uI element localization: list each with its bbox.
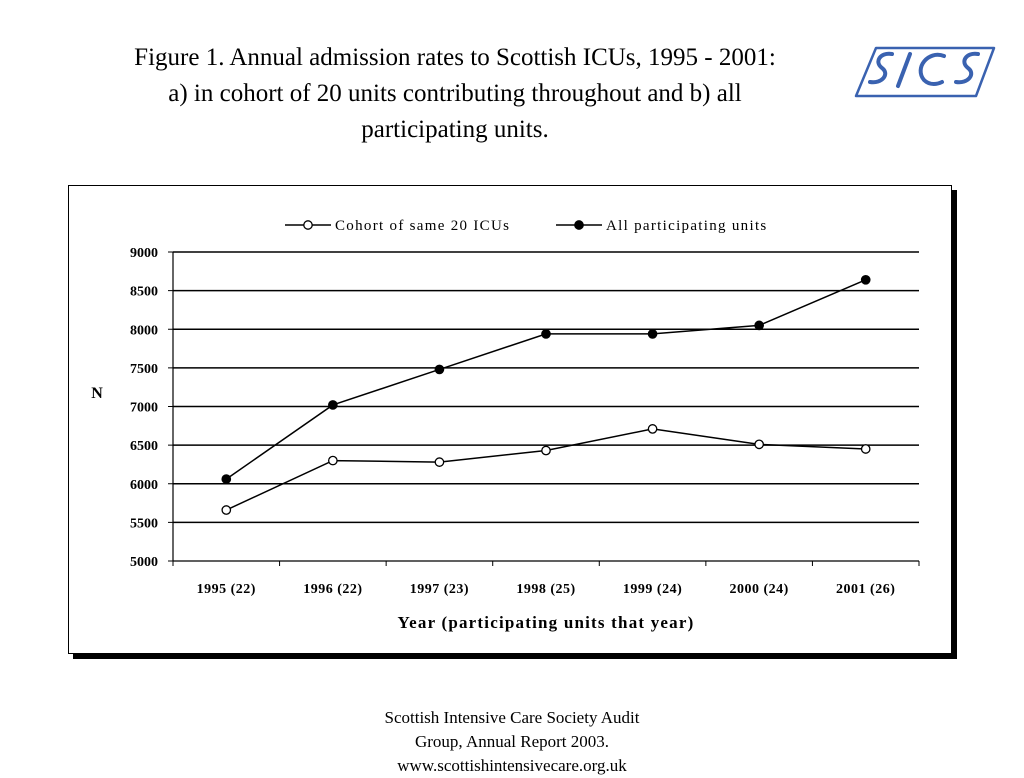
x-tick-label: 1996 (22) bbox=[303, 582, 362, 597]
axis-layer: 9000 8500 8000 7500 7000 6500 6000 5500 5000 1995… bbox=[130, 246, 920, 597]
y-tick-label: 8000 bbox=[130, 323, 158, 338]
series-2-point-1998 bbox=[541, 329, 551, 339]
title-line-2: a) in cohort of 20 units contributing th… bbox=[168, 80, 742, 107]
logo-outline bbox=[854, 46, 996, 98]
x-tick-label: 2001 (26) bbox=[836, 582, 895, 597]
y-tick-label: 8500 bbox=[130, 285, 158, 300]
logo-letter-c bbox=[918, 52, 946, 86]
y-tick-label: 9000 bbox=[130, 246, 158, 261]
series-line-1 bbox=[225, 428, 866, 511]
series-1-point-1995 bbox=[221, 505, 232, 515]
page-title: Figure 1. Annual admission rates to Scot… bbox=[60, 40, 850, 148]
legend-label-1: Cohort of same 20 ICUs bbox=[335, 218, 510, 234]
line-chart: 9000 8500 8000 7500 7000 6500 6000 5500 5000 1995… bbox=[91, 218, 920, 632]
series-1-point-2001 bbox=[860, 444, 871, 454]
x-tick-label: 1999 (24) bbox=[623, 582, 682, 597]
series-2-point-1999 bbox=[647, 329, 658, 339]
footer: Scottish Intensive Care Society Audit Gr… bbox=[312, 706, 712, 778]
title-line-1: Figure 1. Annual admission rates to Scot… bbox=[134, 44, 776, 71]
x-axis-label: Year (participating units that year) bbox=[398, 613, 695, 632]
series-1-point-2000 bbox=[754, 439, 764, 450]
x-tick-label: 1998 (25) bbox=[516, 582, 575, 597]
footer-line-1: Scottish Intensive Care Society Audit bbox=[384, 708, 640, 727]
y-tick-label: 6000 bbox=[130, 478, 158, 493]
y-tick-label: 7000 bbox=[130, 401, 158, 416]
y-axis-label: N bbox=[91, 385, 103, 402]
series-2-point-1995 bbox=[221, 474, 232, 484]
grid-layer bbox=[173, 251, 919, 524]
series-1-point-1997 bbox=[434, 457, 445, 467]
y-tick-label: 5500 bbox=[130, 516, 158, 531]
series-1-point-1998 bbox=[541, 445, 551, 456]
footer-website-link[interactable]: www.scottishintensivecare.org.uk bbox=[397, 756, 627, 775]
x-tick-label: 1997 (23) bbox=[410, 582, 469, 597]
legend: Cohort of same 20 ICUs All participating … bbox=[285, 218, 768, 234]
title-line-3: participating units. bbox=[361, 116, 549, 143]
series-layer bbox=[221, 274, 871, 515]
y-tick-label: 7500 bbox=[130, 362, 158, 377]
series-1-point-1999 bbox=[647, 424, 658, 434]
legend-swatch-marker-1 bbox=[303, 220, 313, 230]
logo-letter-s1 bbox=[868, 51, 894, 85]
chart-frame: 9000 8500 8000 7500 7000 6500 6000 5500 5000 1995… bbox=[68, 185, 952, 654]
y-tick-label: 5000 bbox=[130, 555, 158, 570]
scottish-intensive-care-society-logo bbox=[854, 46, 996, 98]
series-2-point-2001 bbox=[860, 274, 871, 285]
series-2-point-1996 bbox=[328, 400, 338, 410]
series-1-point-1996 bbox=[328, 455, 338, 466]
x-tick-label: 2000 (24) bbox=[729, 582, 788, 597]
series-2-point-2000 bbox=[754, 320, 764, 331]
y-tick-label: 6500 bbox=[130, 439, 158, 454]
footer-line-2: Group, Annual Report 2003. bbox=[414, 732, 610, 751]
series-2-point-1997 bbox=[434, 364, 445, 375]
logo-letter-i bbox=[896, 52, 912, 88]
logo-letter-s2 bbox=[954, 51, 980, 85]
legend-label-2: All participating units bbox=[606, 218, 768, 234]
x-tick-label: 1995 (22) bbox=[197, 582, 256, 597]
legend-swatch-marker-2 bbox=[574, 220, 584, 230]
